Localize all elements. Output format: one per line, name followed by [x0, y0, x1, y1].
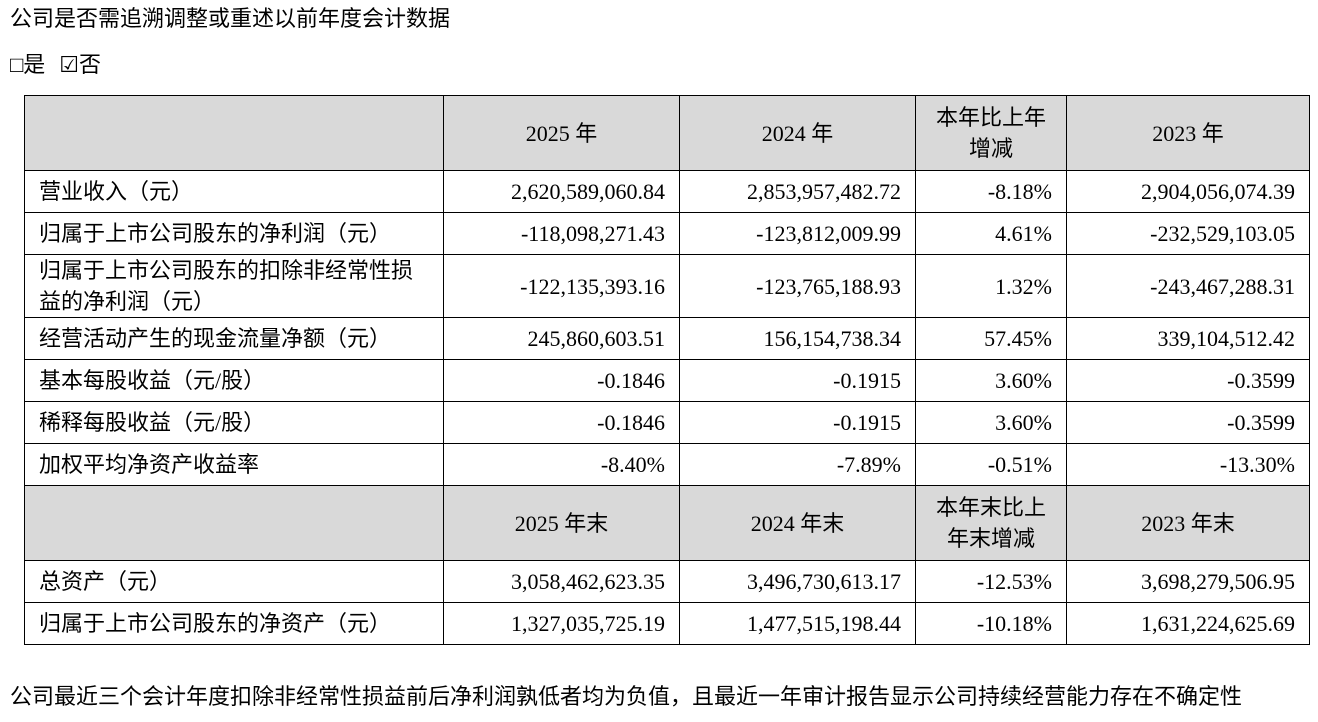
value-cell: 1,477,515,198.44 — [679, 602, 916, 645]
value-cell: 3.60% — [915, 359, 1067, 402]
value-cell: 3,058,462,623.35 — [443, 560, 680, 603]
footer-text: 公司最近三个会计年度扣除非经常性损益前后净利润孰低者均为负值，且最近一年审计报告… — [10, 684, 1243, 709]
header-cell: 2023 年 — [1066, 95, 1310, 171]
value-cell: 2,904,056,074.39 — [1066, 170, 1310, 213]
data-row: 归属于上市公司股东的净资产（元） 1,327,035,725.19 1,477,51… — [24, 602, 1310, 645]
data-table: 2025 年 2024 年本年比上年增减 2023 年营业收入（元） 2,620,58… — [24, 95, 1310, 645]
table-body: 2025 年 2024 年本年比上年增减 2023 年营业收入（元） 2,620,58… — [24, 95, 1310, 645]
value-cell: -0.1915 — [679, 359, 916, 402]
value-cell: -0.3599 — [1066, 401, 1310, 444]
value-cell: 3,698,279,506.95 — [1066, 560, 1310, 603]
row-label: 归属于上市公司股东的净利润（元） — [24, 212, 444, 255]
header-cell: 2023 年末 — [1066, 485, 1310, 561]
value-cell: 2,853,957,482.72 — [679, 170, 916, 213]
value-cell: -232,529,103.05 — [1066, 212, 1310, 255]
data-row: 加权平均净资产收益率 -8.40% -7.89% -0.51% -13.30% — [24, 443, 1310, 486]
data-row: 基本每股收益（元/股） -0.1846 -0.1915 3.60% -0.3599 — [24, 359, 1310, 402]
value-cell: 57.45% — [915, 317, 1067, 360]
row-label: 归属于上市公司股东的净资产（元） — [24, 602, 444, 645]
row-label: 营业收入（元） — [24, 170, 444, 213]
header-row: 2025 年 2024 年本年比上年增减 2023 年 — [24, 95, 1310, 171]
option: ☑否 — [59, 52, 102, 77]
value-cell: -0.51% — [915, 443, 1067, 486]
row-label: 总资产（元） — [24, 560, 444, 603]
header-cell: 2024 年末 — [679, 485, 916, 561]
row-label: 基本每股收益（元/股） — [24, 359, 444, 402]
value-cell: -123,765,188.93 — [679, 254, 916, 318]
value-cell: -7.89% — [679, 443, 916, 486]
data-row: 稀释每股收益（元/股） -0.1846 -0.1915 3.60% -0.3599 — [24, 401, 1310, 444]
header-cell — [24, 485, 444, 561]
header-cell — [24, 95, 444, 171]
value-cell: -10.18% — [915, 602, 1067, 645]
value-cell: 245,860,603.51 — [443, 317, 680, 360]
data-row: 归属于上市公司股东的净利润（元） -118,098,271.43 -123,812,… — [24, 212, 1310, 255]
value-cell: -123,812,009.99 — [679, 212, 916, 255]
value-cell: -0.1915 — [679, 401, 916, 444]
value-cell: -118,098,271.43 — [443, 212, 680, 255]
row-label: 经营活动产生的现金流量净额（元） — [24, 317, 444, 360]
value-cell: 156,154,738.34 — [679, 317, 916, 360]
row-label: 归属于上市公司股东的扣除非经常性损益的净利润（元） — [24, 254, 444, 318]
value-cell: -0.1846 — [443, 359, 680, 402]
header-cell: 本年末比上年末增减 — [915, 485, 1067, 561]
value-cell: 1.32% — [915, 254, 1067, 318]
value-cell: -0.3599 — [1066, 359, 1310, 402]
header-cell: 2025 年末 — [443, 485, 680, 561]
value-cell: 3.60% — [915, 401, 1067, 444]
value-cell: -12.53% — [915, 560, 1067, 603]
row-label: 稀释每股收益（元/股） — [24, 401, 444, 444]
value-cell: 4.61% — [915, 212, 1067, 255]
value-cell: 3,496,730,613.17 — [679, 560, 916, 603]
intro-text: 公司是否需追溯调整或重述以前年度会计数据 — [10, 6, 451, 31]
row-label: 加权平均净资产收益率 — [24, 443, 444, 486]
header-cell: 本年比上年增减 — [915, 95, 1067, 171]
header-row: 2025 年末 2024 年末 本年末比上年末增减 2023 年末 — [24, 485, 1310, 561]
value-cell: -8.40% — [443, 443, 680, 486]
header-cell: 2024 年 — [679, 95, 916, 171]
value-cell: 2,620,589,060.84 — [443, 170, 680, 213]
value-cell: 1,631,224,625.69 — [1066, 602, 1310, 645]
value-cell: 339,104,512.42 — [1066, 317, 1310, 360]
data-row: 归属于上市公司股东的扣除非经常性损益的净利润（元） -122,135,393.16… — [24, 254, 1310, 318]
options: □是 ☑否 — [10, 50, 115, 80]
value-cell: -0.1846 — [443, 401, 680, 444]
value-cell: 1,327,035,725.19 — [443, 602, 680, 645]
value-cell: -243,467,288.31 — [1066, 254, 1310, 318]
value-cell: -122,135,393.16 — [443, 254, 680, 318]
header-cell: 2025 年 — [443, 95, 680, 171]
data-row: 经营活动产生的现金流量净额（元） 245,860,603.51 156,154,73… — [24, 317, 1310, 360]
option: □是 — [10, 52, 46, 77]
value-cell: -8.18% — [915, 170, 1067, 213]
data-row: 营业收入（元） 2,620,589,060.84 2,853,957,482.72-… — [24, 170, 1310, 213]
data-row: 总资产（元） 3,058,462,623.35 3,496,730,613.17 -1… — [24, 560, 1310, 603]
value-cell: -13.30% — [1066, 443, 1310, 486]
